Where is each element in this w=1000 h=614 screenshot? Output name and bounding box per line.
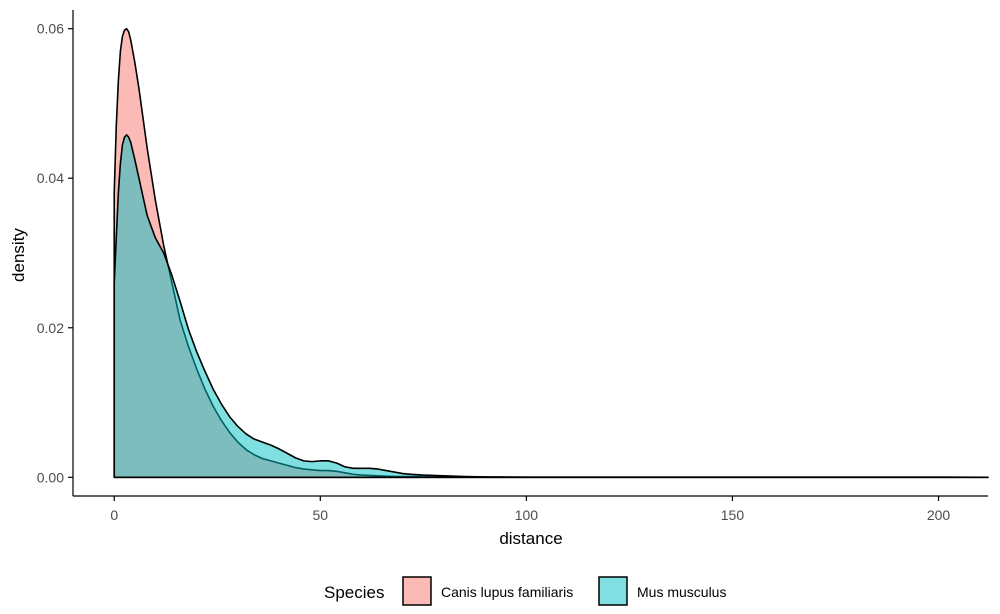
y-tick-label: 0.04 <box>37 170 64 186</box>
y-tick-label: 0.06 <box>37 21 64 37</box>
legend-key-canis-lupus-familiaris <box>402 576 432 606</box>
legend-key-mus-musculus <box>598 576 628 606</box>
legend-label-canis-lupus-familiaris: Canis lupus familiaris <box>441 584 573 600</box>
y-axis-title: density <box>9 228 28 282</box>
x-tick-label: 150 <box>721 507 745 523</box>
legend-title: Species <box>324 583 384 602</box>
legend: Species Canis lupus familiaris Mus muscu… <box>324 576 726 606</box>
x-tick-label: 200 <box>927 507 951 523</box>
x-tick-label: 100 <box>515 507 539 523</box>
x-tick-label: 50 <box>313 507 329 523</box>
x-axis-title: distance <box>499 529 562 548</box>
density-area-mus-musculus <box>113 134 989 479</box>
y-tick-label: 0.02 <box>37 320 64 336</box>
y-tick-label: 0.00 <box>37 469 64 485</box>
series-layer <box>113 27 989 479</box>
legend-label-mus-musculus: Mus musculus <box>637 584 726 600</box>
axes-layer: 0 50 100 150 200 0.00 0.02 0.04 0.06 <box>37 10 988 523</box>
x-tick-label: 0 <box>110 507 118 523</box>
